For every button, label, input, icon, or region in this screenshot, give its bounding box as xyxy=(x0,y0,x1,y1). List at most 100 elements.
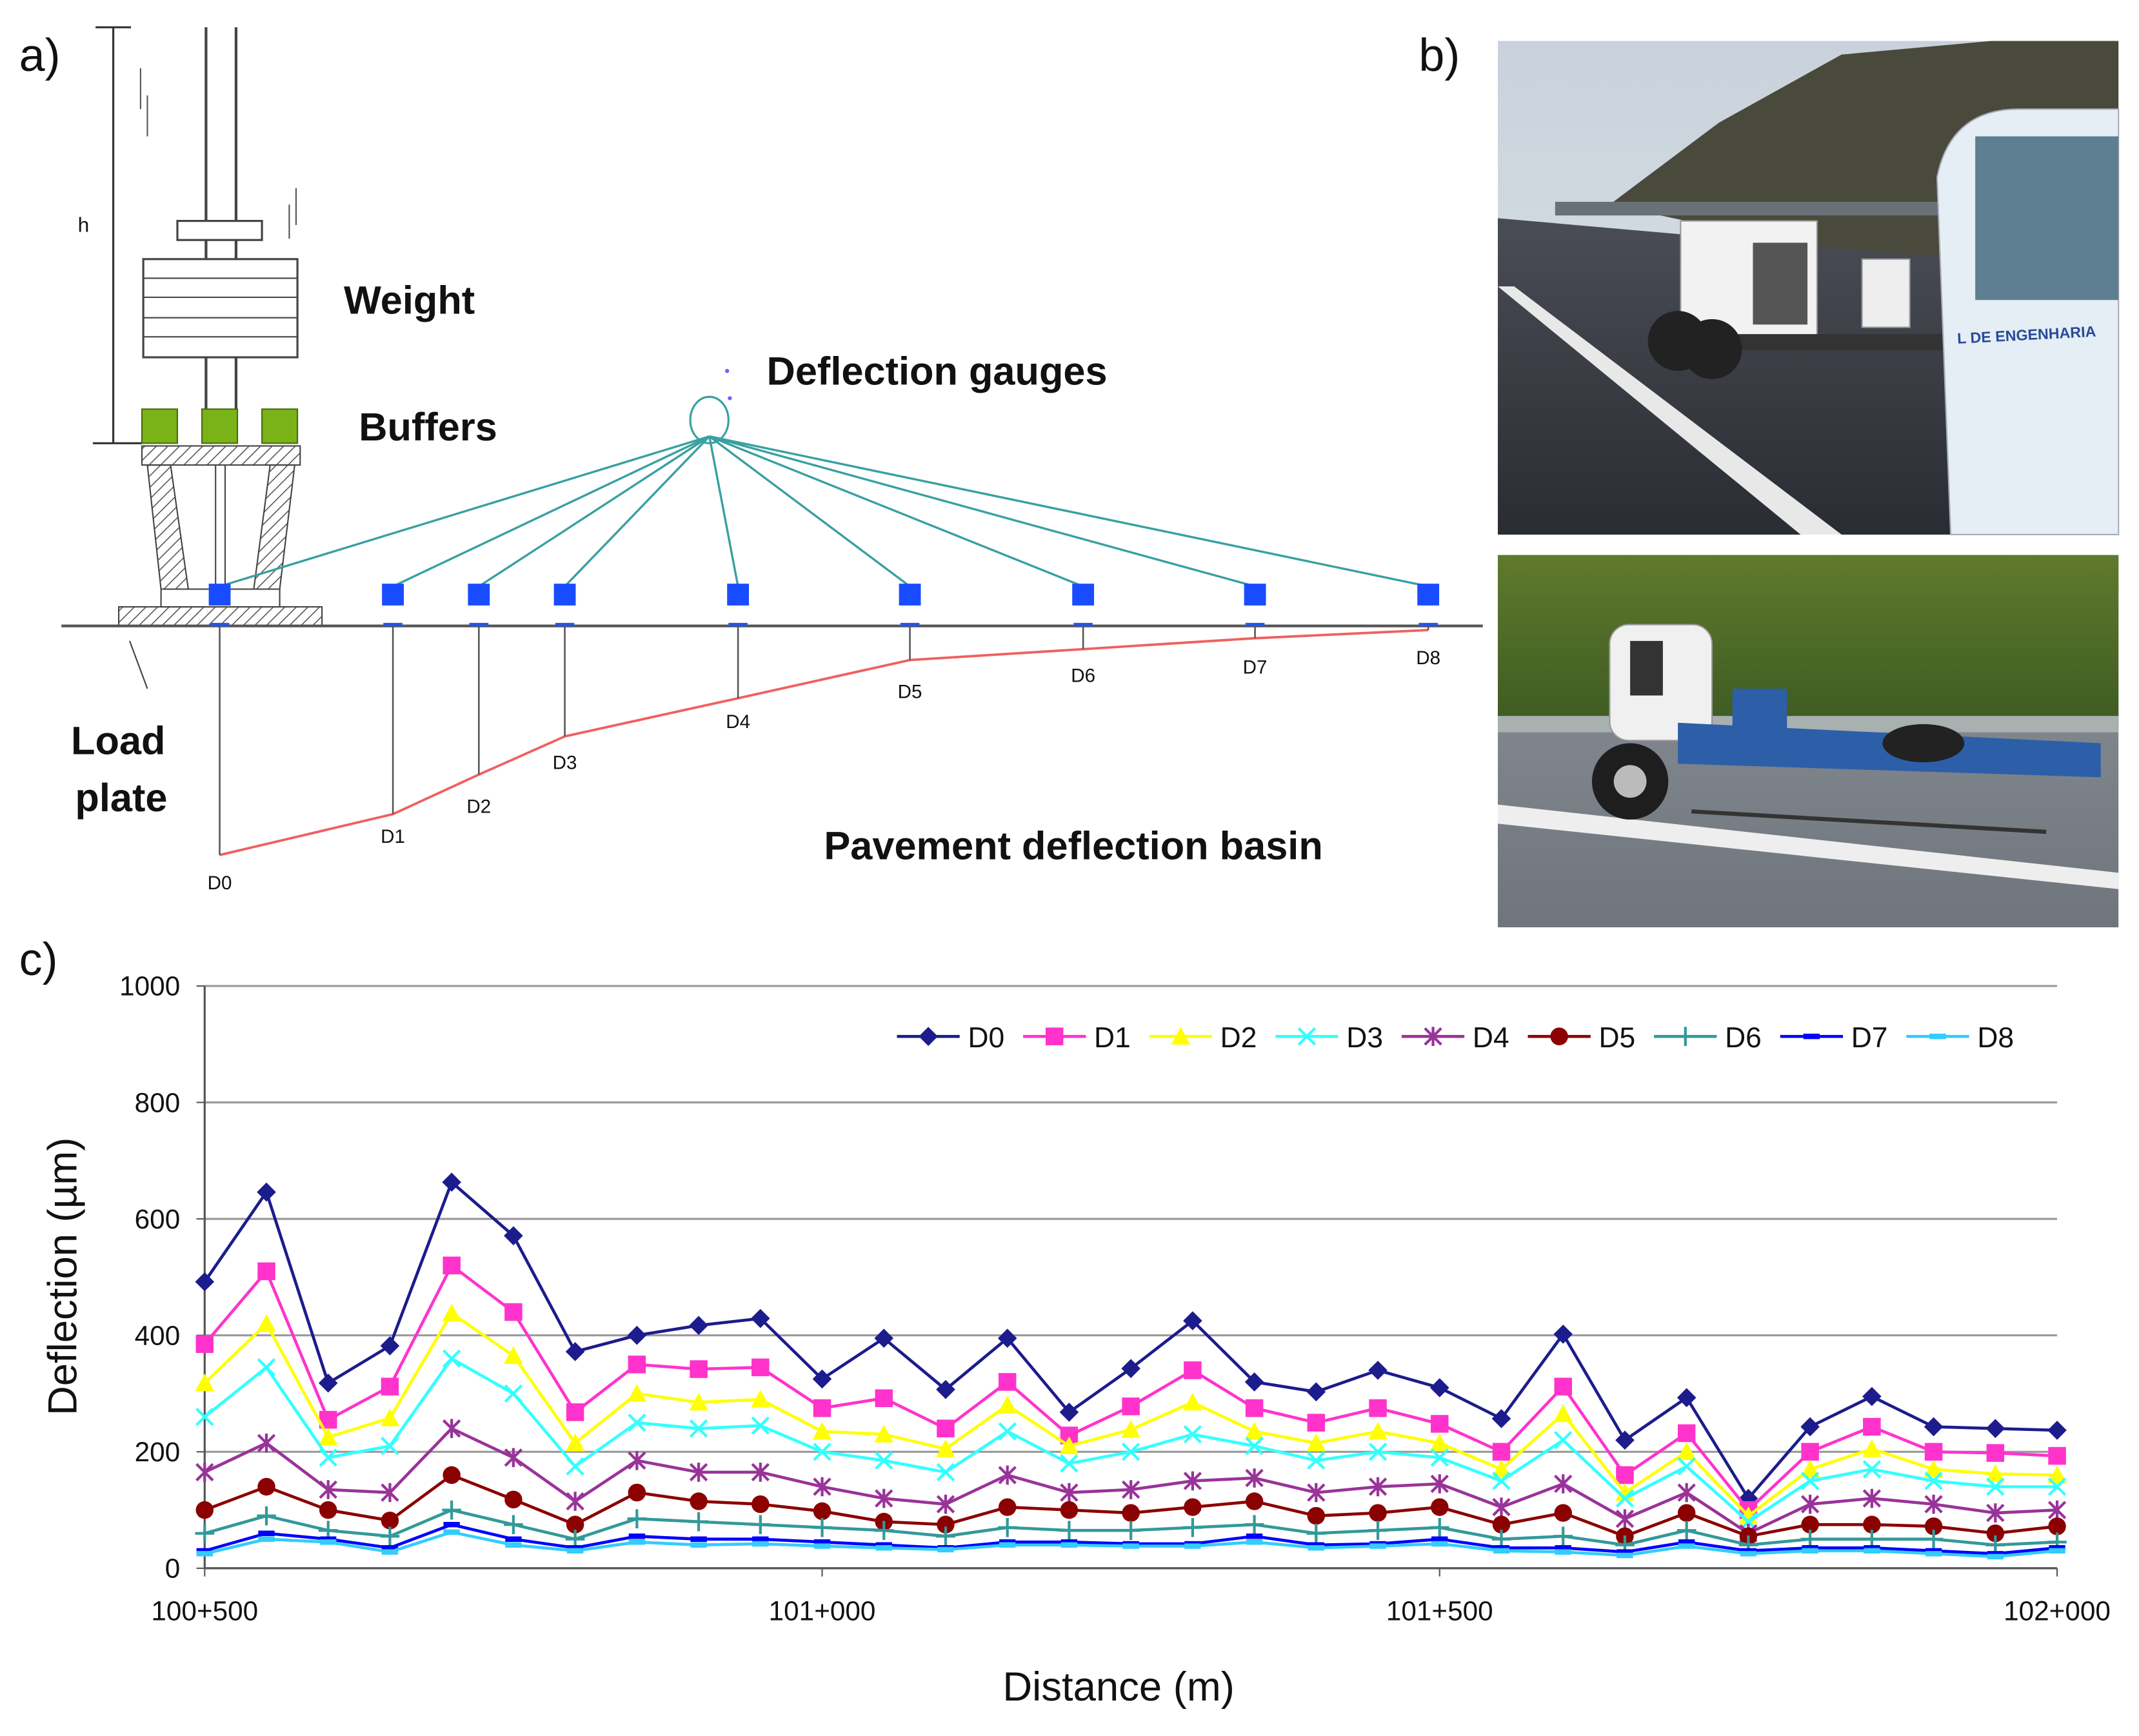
marker xyxy=(812,1369,832,1389)
marker xyxy=(195,1335,214,1353)
marker xyxy=(1430,1448,1449,1467)
marker xyxy=(1862,1460,1882,1479)
marker xyxy=(1924,1517,1943,1535)
marker xyxy=(1800,1472,1820,1490)
marker xyxy=(443,1419,461,1438)
gauge-label: D8 xyxy=(1416,647,1440,669)
marker xyxy=(751,1515,770,1534)
marker xyxy=(2048,1517,2066,1535)
y-tick-label: 1000 xyxy=(119,971,180,1001)
marker xyxy=(1800,1417,1820,1437)
gauge xyxy=(468,584,490,606)
marker xyxy=(1183,1425,1202,1444)
marker xyxy=(1429,1517,1449,1537)
weight-label: Weight xyxy=(344,277,475,322)
photos: b) L DE ENGENHARIA xyxy=(1418,30,2120,927)
marker xyxy=(319,1480,337,1499)
gauge-label: D6 xyxy=(1071,665,1095,686)
marker xyxy=(1800,1494,1820,1514)
gauge-wire xyxy=(478,435,710,587)
marker xyxy=(689,1316,708,1336)
marker xyxy=(936,1463,955,1482)
marker xyxy=(1431,1415,1449,1433)
marker xyxy=(628,1413,646,1432)
marker xyxy=(381,1437,399,1455)
marker xyxy=(1677,1424,1696,1443)
marker xyxy=(2047,1500,2067,1520)
marker xyxy=(1554,1431,1573,1450)
marker xyxy=(1616,1466,1634,1484)
marker xyxy=(195,1501,214,1519)
y-tick-label: 400 xyxy=(135,1321,181,1351)
marker xyxy=(690,1492,708,1510)
marker xyxy=(1554,1474,1573,1494)
marker xyxy=(1676,1442,1696,1460)
gauge-hub xyxy=(689,395,730,444)
marker xyxy=(1862,1386,1882,1406)
marker xyxy=(319,1448,337,1467)
marker xyxy=(1183,1392,1202,1411)
marker xyxy=(1121,1480,1140,1499)
marker xyxy=(504,1303,522,1321)
marker xyxy=(504,1515,523,1534)
marker xyxy=(998,1465,1017,1485)
marker xyxy=(998,1498,1017,1516)
collar xyxy=(176,219,263,241)
marker xyxy=(257,1506,276,1526)
marker xyxy=(751,1358,770,1377)
marker xyxy=(1306,1523,1326,1543)
marker xyxy=(1060,1483,1079,1503)
legend-marker xyxy=(1045,1027,1064,1045)
marker xyxy=(1924,1443,1943,1461)
gauge-label: D3 xyxy=(553,753,577,774)
legend-marker xyxy=(1171,1027,1191,1045)
marker xyxy=(1244,1515,1264,1534)
marker xyxy=(1245,1437,1264,1455)
gauge xyxy=(727,584,750,606)
marker xyxy=(195,1407,214,1426)
marker xyxy=(1554,1377,1572,1396)
basin-label: Pavement deflection basin xyxy=(824,823,1322,867)
x-tick-label: 101+000 xyxy=(769,1595,876,1626)
legend-marker xyxy=(1297,1027,1317,1046)
marker xyxy=(690,1360,708,1378)
marker xyxy=(1800,1459,1820,1478)
trees xyxy=(1498,555,2119,730)
legend-label: D8 xyxy=(1977,1022,2014,1054)
panel-label: a) xyxy=(19,30,61,81)
marker xyxy=(1430,1474,1449,1494)
buffer xyxy=(261,408,299,444)
marker xyxy=(997,1396,1017,1414)
panel-label: c) xyxy=(19,934,58,985)
marker xyxy=(1122,1504,1140,1522)
marker xyxy=(689,1463,708,1482)
weight xyxy=(142,258,299,359)
load-plate-label: plate xyxy=(75,775,167,820)
marker xyxy=(381,1483,399,1503)
marker xyxy=(1492,1472,1511,1490)
marker xyxy=(565,1342,585,1361)
spare-tire xyxy=(1882,724,1965,763)
marker xyxy=(2048,1446,2066,1465)
marker xyxy=(319,1501,337,1519)
marker xyxy=(1059,1436,1079,1454)
marker xyxy=(1245,1399,1264,1417)
legend-label: D1 xyxy=(1094,1022,1131,1054)
marker xyxy=(937,1515,955,1534)
marker xyxy=(751,1308,770,1328)
hub xyxy=(1613,765,1647,798)
gauge-label: D5 xyxy=(898,682,922,703)
marker xyxy=(1676,1521,1696,1540)
marker xyxy=(1492,1443,1511,1461)
marker xyxy=(1183,1517,1202,1537)
marker xyxy=(1059,1403,1079,1422)
marker xyxy=(1554,1504,1572,1522)
marker xyxy=(751,1390,770,1408)
marker xyxy=(504,1346,523,1364)
marker xyxy=(566,1403,584,1421)
marker xyxy=(566,1515,584,1534)
marker xyxy=(812,1517,832,1537)
marker xyxy=(1862,1439,1882,1457)
lane-line xyxy=(1498,804,2119,889)
